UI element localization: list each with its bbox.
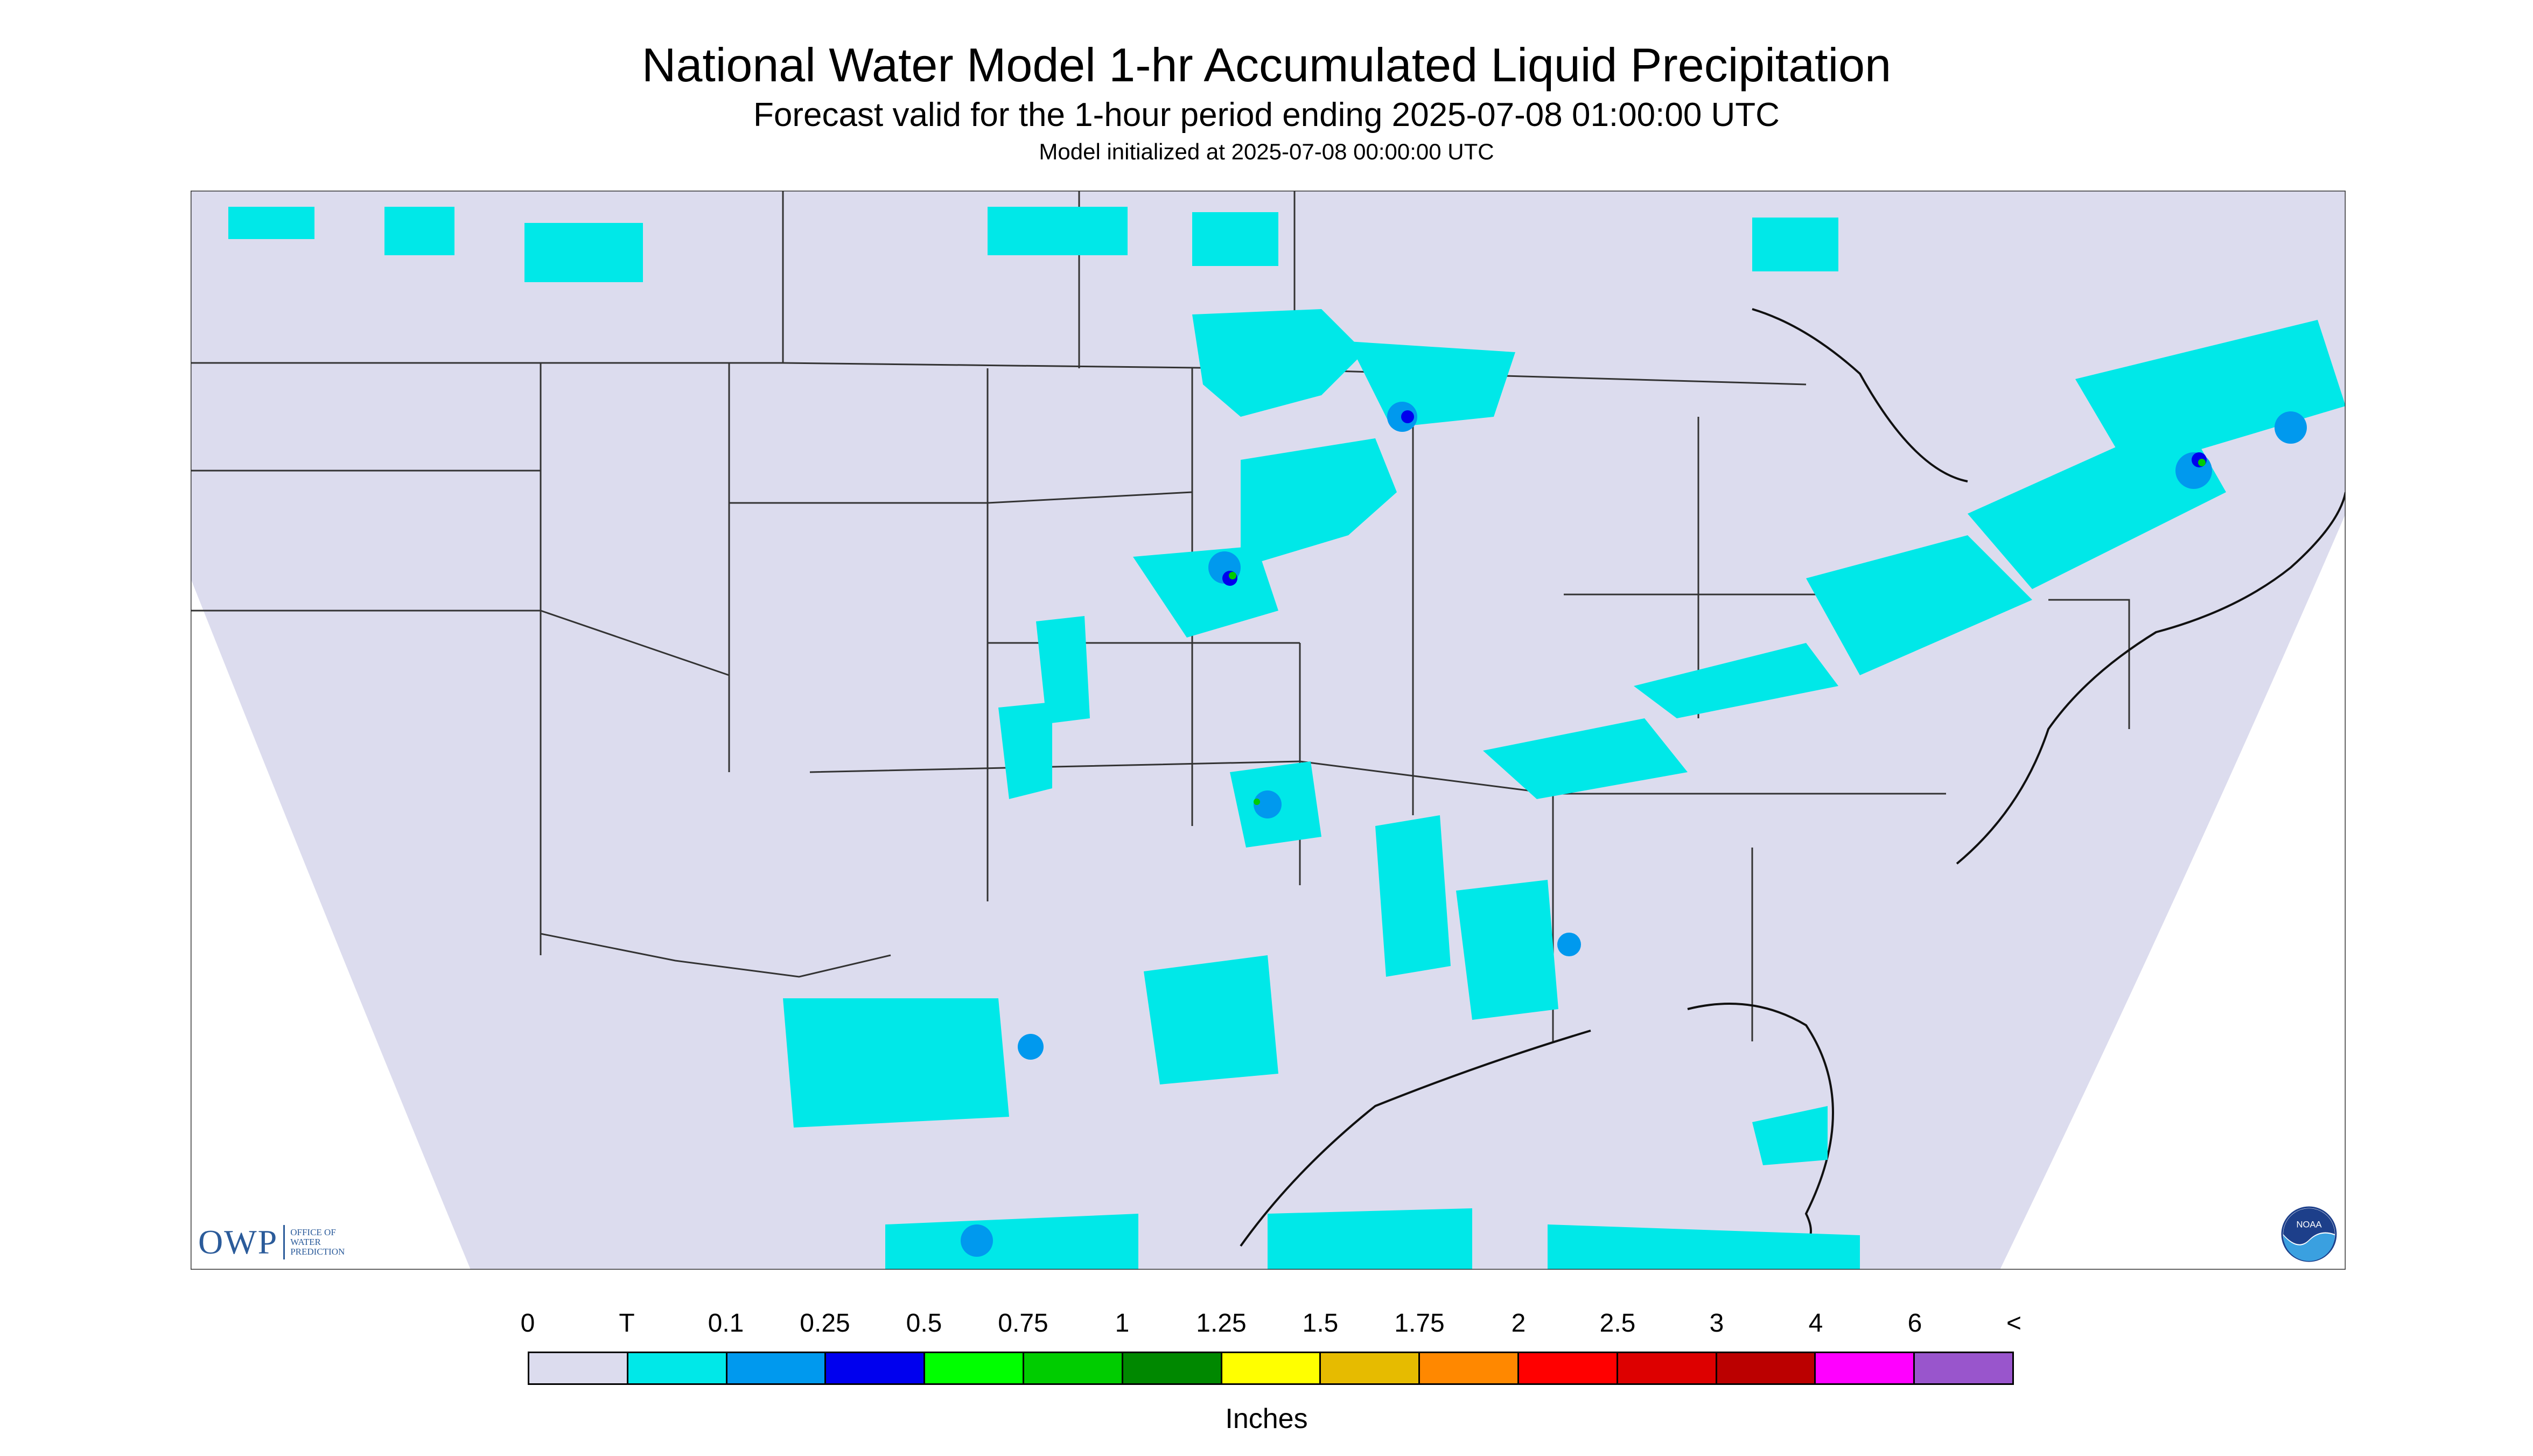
legend-swatch [1816, 1353, 1915, 1383]
legend-swatch [1024, 1353, 1123, 1383]
legend-tick: 1 [1115, 1309, 1130, 1338]
legend-swatch [1717, 1353, 1816, 1383]
legend-tick: 2 [1511, 1309, 1526, 1338]
legend-swatch [925, 1353, 1024, 1383]
legend-tick: 3 [1709, 1309, 1724, 1338]
legend-swatch [529, 1353, 628, 1383]
legend-swatch [1222, 1353, 1321, 1383]
legend-tick: 0.25 [800, 1309, 850, 1338]
legend-swatch [1420, 1353, 1519, 1383]
legend-swatch [1519, 1353, 1618, 1383]
outside-projection-left [191, 578, 471, 1270]
coastline [1240, 308, 2346, 1258]
map-subtitle: Forecast valid for the 1-hour period end… [753, 96, 1780, 134]
noaa-logo: NOAA [2281, 1206, 2337, 1262]
legend-tick: 1.75 [1394, 1309, 1445, 1338]
precip-heavy [1229, 459, 2206, 805]
legend-swatch [628, 1353, 727, 1383]
legend-tick: 0 [520, 1309, 535, 1338]
legend-swatch [1915, 1353, 2012, 1383]
owp-sub-2: Water [290, 1237, 321, 1247]
legend-swatch [727, 1353, 827, 1383]
legend-swatch [1618, 1353, 1717, 1383]
precipitation-map [191, 191, 2346, 1270]
owp-logo-text: OWP [198, 1223, 278, 1261]
legend-tick: 1.25 [1196, 1309, 1247, 1338]
owp-sub-1: Office of [290, 1227, 336, 1237]
owp-logo: OWP Office of Water Prediction [198, 1222, 345, 1262]
precip-light [961, 402, 2307, 1257]
map-title: National Water Model 1-hr Accumulated Li… [641, 38, 1892, 92]
legend-units: Inches [1225, 1403, 1308, 1434]
init-time: Model initialized at 2025-07-08 00:00:00… [1039, 139, 1494, 164]
legend-swatch [1321, 1353, 1421, 1383]
legend-tick: 1.5 [1302, 1309, 1339, 1338]
legend-tick: 2.5 [1599, 1309, 1636, 1338]
legend-tick: 0.1 [708, 1309, 744, 1338]
legend-swatches [528, 1352, 2014, 1385]
legend-tick: 0.5 [906, 1309, 942, 1338]
outside-projection-right [2000, 514, 2346, 1270]
legend-tick: < [2006, 1309, 2022, 1338]
legend-tick: 4 [1808, 1309, 1823, 1338]
legend-tick: 0.75 [998, 1309, 1048, 1338]
svg-text:NOAA: NOAA [2296, 1220, 2322, 1230]
legend-swatch [1123, 1353, 1222, 1383]
color-legend: 0 T 0.1 0.25 0.5 0.75 1 1.25 1.5 1.75 2 2.5 3 4 6 < [521, 1308, 2021, 1416]
legend-tick: 6 [1907, 1309, 1922, 1338]
precip-trace [228, 207, 2346, 1270]
legend-tick: T [619, 1309, 635, 1338]
owp-sub-3: Prediction [290, 1247, 345, 1257]
legend-swatch [826, 1353, 926, 1383]
